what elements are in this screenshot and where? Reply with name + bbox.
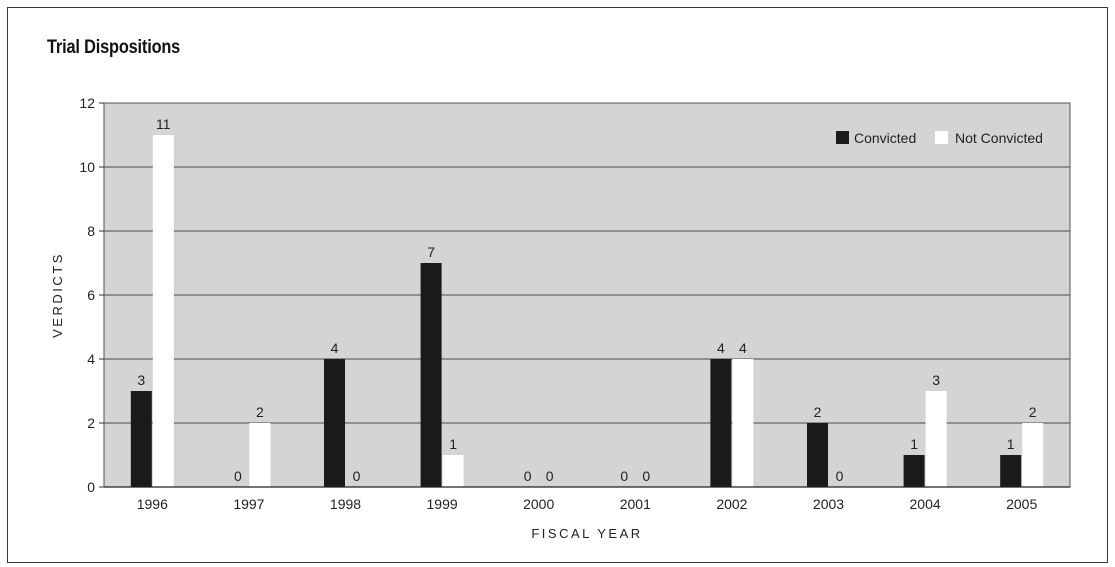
bar-not-convicted: [925, 391, 947, 487]
data-label-not-convicted: 0: [836, 468, 844, 484]
data-label-not-convicted: 0: [546, 468, 554, 484]
chart-title: Trial Dispositions: [47, 37, 181, 58]
y-tick-label: 8: [87, 223, 95, 239]
bar-convicted: [903, 455, 925, 487]
x-tick-label: 1996: [137, 496, 168, 512]
data-label-convicted: 7: [427, 244, 435, 260]
data-label-convicted: 1: [1007, 436, 1015, 452]
data-label-convicted: 0: [524, 468, 532, 484]
bars: [130, 135, 1044, 487]
y-tick-label: 2: [87, 415, 95, 431]
x-tick-label: 2004: [910, 496, 941, 512]
bar-convicted: [710, 359, 732, 487]
data-label-not-convicted: 0: [353, 468, 361, 484]
bar-not-convicted: [249, 423, 271, 487]
data-label-convicted: 4: [331, 340, 339, 356]
data-label-not-convicted: 2: [1029, 404, 1037, 420]
y-tick-label: 12: [79, 95, 95, 111]
data-label-convicted: 0: [234, 468, 242, 484]
x-axis-label: FISCAL YEAR: [531, 526, 642, 541]
legend: Convicted Not Convicted: [836, 130, 1043, 146]
y-axis-label: VERDICTS: [50, 252, 65, 338]
data-label-convicted: 0: [620, 468, 628, 484]
legend-label-not-convicted: Not Convicted: [955, 130, 1043, 146]
data-label-not-convicted: 2: [256, 404, 264, 420]
plot-area: [104, 103, 1070, 487]
x-tick-label: 1999: [427, 496, 458, 512]
x-tick-label: 2001: [620, 496, 651, 512]
legend-label-convicted: Convicted: [854, 130, 916, 146]
x-tick-label: 2002: [716, 496, 747, 512]
x-tick-label: 2005: [1006, 496, 1037, 512]
bar-not-convicted: [442, 455, 464, 487]
data-label-not-convicted: 0: [642, 468, 650, 484]
x-tick-label: 1997: [233, 496, 264, 512]
bar-convicted: [324, 359, 345, 487]
legend-swatch-not-convicted: [935, 131, 948, 144]
bar-convicted: [807, 423, 828, 487]
bar-not-convicted: [1022, 423, 1044, 487]
legend-swatch-convicted: [836, 131, 849, 144]
x-tick-label: 2000: [523, 496, 554, 512]
x-tick-label: 1998: [330, 496, 361, 512]
x-tick-label: 2003: [813, 496, 844, 512]
data-label-not-convicted: 3: [932, 372, 940, 388]
data-label-convicted: 4: [717, 340, 725, 356]
bar-not-convicted: [152, 135, 174, 487]
bar-convicted: [130, 391, 152, 487]
y-tick-label: 6: [87, 287, 95, 303]
data-label-convicted: 1: [910, 436, 918, 452]
bar-convicted: [1000, 455, 1022, 487]
y-tick-label: 10: [79, 159, 95, 175]
data-label-not-convicted: 4: [739, 340, 747, 356]
data-label-not-convicted: 1: [449, 436, 457, 452]
y-tick-label: 0: [87, 479, 95, 495]
data-label-convicted: 2: [814, 404, 822, 420]
y-tick-label: 4: [87, 351, 95, 367]
bar-not-convicted: [732, 359, 754, 487]
data-label-convicted: 3: [137, 372, 145, 388]
data-label-not-convicted: 11: [156, 116, 171, 132]
bar-convicted: [420, 263, 442, 487]
